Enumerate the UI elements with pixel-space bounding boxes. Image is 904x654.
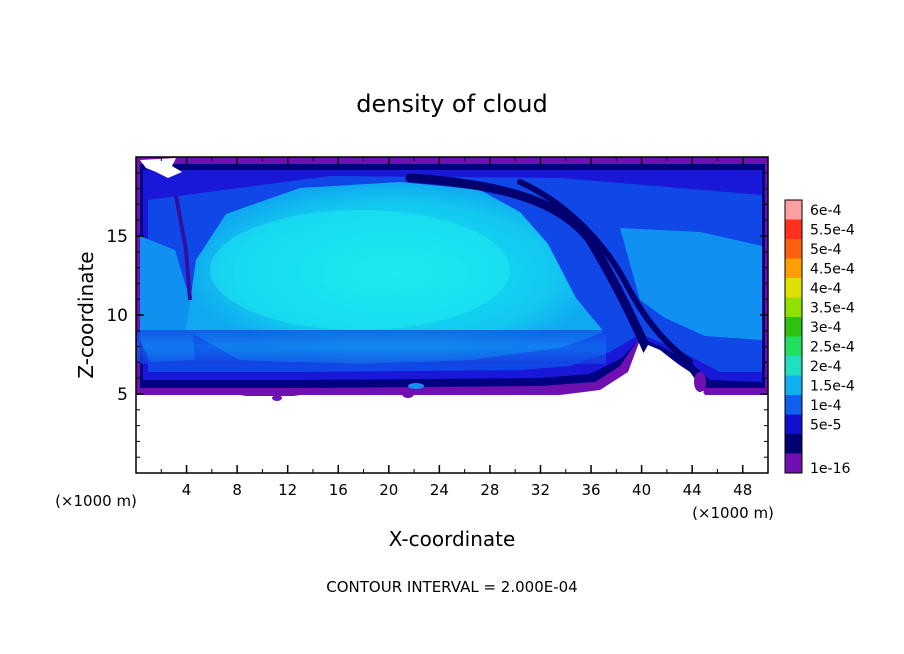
- colorbar-label: 4.5e-4: [810, 261, 855, 277]
- x-tick-label: 32: [531, 481, 550, 499]
- x-tick-label: 44: [683, 481, 702, 499]
- x-axis-unit: (×1000 m): [692, 504, 774, 522]
- colorbar-label: 4e-4: [810, 281, 842, 297]
- colorbar-swatch: [785, 375, 802, 396]
- x-tick-label: 28: [480, 481, 499, 499]
- y-tick-label: 15: [106, 227, 128, 247]
- colorbar-label: 6e-4: [810, 203, 842, 219]
- colorbar-label: 5.5e-4: [810, 222, 855, 238]
- colorbar-swatch: [785, 278, 802, 298]
- colorbar-swatch: [785, 297, 802, 318]
- colorbar-label: 5e-4: [810, 242, 842, 258]
- colorbar-swatch: [785, 317, 802, 337]
- colorbar-frame: [784, 199, 803, 474]
- colorbar-swatch: [785, 200, 802, 220]
- x-tick-label: 8: [232, 481, 242, 499]
- y-tick-label: 10: [106, 306, 128, 326]
- x-axis-ticks: 4 8 12 16 20 24 28 32 36 40 44 48: [160, 157, 752, 499]
- y-axis-unit: (×1000 m): [55, 492, 137, 510]
- x-tick-label: 16: [329, 481, 348, 499]
- y-axis-ticks: 5 10 15: [106, 172, 768, 458]
- x-tick-label: 20: [379, 481, 398, 499]
- colorbar-label: 1e-16: [810, 461, 850, 477]
- x-tick-label: 12: [278, 481, 297, 499]
- colorbar-swatch: [785, 356, 802, 376]
- x-tick-label: 48: [733, 481, 752, 499]
- colorbar-swatch: [785, 258, 802, 279]
- colorbar: 6e-4 5.5e-4 5e-4 4.5e-4 4e-4 3.5e-4 3e-4 2.5e-4…: [784, 199, 855, 477]
- colorbar-swatch: [785, 239, 802, 259]
- colorbar-label: 3e-4: [810, 320, 842, 336]
- colorbar-swatch: [785, 336, 802, 357]
- colorbar-swatch: [785, 453, 802, 474]
- colorbar-swatch: [785, 219, 802, 240]
- colorbar-label: 1.5e-4: [810, 378, 855, 394]
- colorbar-swatch: [785, 414, 802, 435]
- colorbar-swatch: [785, 434, 802, 454]
- colorbar-label: 5e-5: [810, 417, 841, 433]
- x-tick-label: 40: [632, 481, 651, 499]
- x-axis-label: X-coordinate: [389, 527, 516, 551]
- colorbar-label: 2.5e-4: [810, 339, 855, 355]
- colorbar-swatch: [785, 395, 802, 415]
- y-axis-label: Z-coordinate: [74, 251, 98, 378]
- chart-title: density of cloud: [356, 90, 547, 118]
- y-tick-label: 5: [117, 385, 128, 405]
- cloud-core: [186, 182, 604, 364]
- x-tick-label: 4: [182, 481, 192, 499]
- contour-interval-footer: CONTOUR INTERVAL = 2.000E-04: [326, 578, 577, 596]
- x-tick-label: 36: [581, 481, 600, 499]
- x-tick-label: 24: [430, 481, 449, 499]
- colorbar-label: 2e-4: [810, 359, 842, 375]
- colorbar-label: 3.5e-4: [810, 300, 855, 316]
- colorbar-label: 1e-4: [810, 398, 842, 414]
- cloud-density-field: [136, 157, 768, 473]
